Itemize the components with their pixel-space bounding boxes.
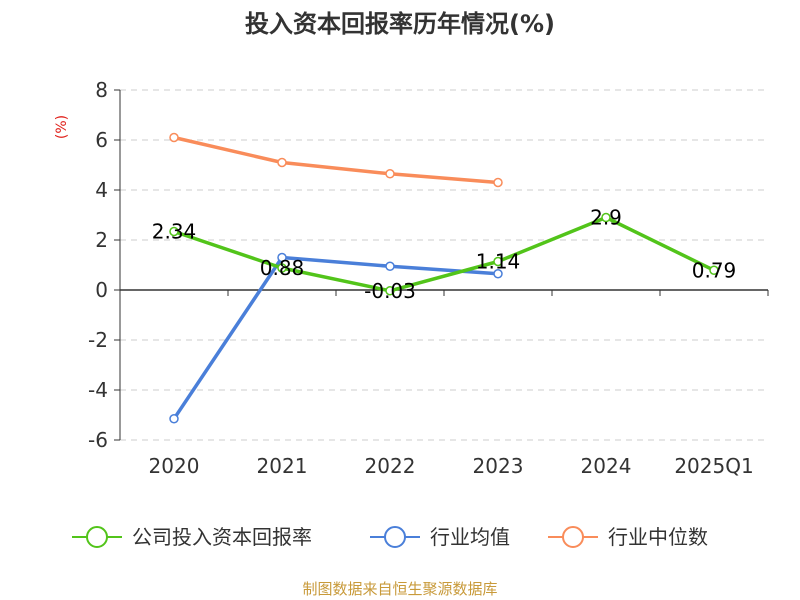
chart-title: 投入资本回报率历年情况(%)	[245, 10, 555, 38]
y-tick-label: 6	[95, 128, 108, 152]
y-tick-label: 2	[95, 228, 108, 252]
series-line-1	[172, 255, 500, 421]
y-tick-label: -6	[88, 428, 108, 452]
data-point	[493, 177, 503, 188]
data-point	[709, 265, 719, 275]
series-line-2	[172, 135, 500, 185]
legend-label: 公司投入资本回报率	[132, 525, 312, 549]
legend-marker-icon	[384, 526, 406, 548]
source-note: 制图数据来自恒生聚源数据库	[302, 580, 497, 598]
data-point	[277, 252, 287, 263]
data-point	[169, 414, 179, 424]
data-point	[493, 269, 503, 279]
data-label: -0.03	[364, 279, 416, 303]
series-line-0	[172, 215, 716, 293]
legend-label: 行业均值	[430, 525, 510, 549]
y-tick-label: 8	[95, 78, 108, 102]
legend-item: 行业均值	[370, 525, 510, 549]
data-point	[385, 169, 395, 179]
data-label: 2.34	[152, 220, 197, 244]
data-point	[601, 212, 611, 223]
legend-item: 行业中位数	[548, 525, 708, 549]
x-tick-label: 2020	[149, 454, 200, 478]
data-point	[385, 286, 395, 296]
data-labels: 2.34 0.88 -0.03 1.14 2.9 0.79	[152, 206, 737, 303]
x-tick-label: 2024	[581, 454, 632, 478]
y-tick-label: -4	[88, 378, 108, 402]
y-axis-unit-label: (%)	[54, 115, 70, 139]
data-point	[169, 226, 179, 237]
data-point	[493, 256, 503, 267]
legend-item: 公司投入资本回报率	[72, 525, 312, 549]
data-point	[277, 263, 287, 273]
legend-label: 行业中位数	[608, 525, 708, 549]
x-tick-label: 2023	[473, 454, 524, 478]
x-tick-label: 2022	[365, 454, 416, 478]
data-point	[385, 261, 395, 271]
data-point	[277, 157, 287, 168]
data-label: 1.14	[476, 250, 521, 274]
data-label: 0.79	[692, 258, 737, 282]
y-tick-label: -2	[88, 328, 108, 352]
grid-lines	[120, 89, 768, 441]
legend: 公司投入资本回报率 行业均值 行业中位数	[72, 525, 708, 549]
data-label: 2.9	[590, 206, 622, 230]
data-point	[169, 132, 179, 143]
series-lines	[169, 132, 719, 424]
x-tick-label: 2021	[257, 454, 308, 478]
y-tick-label: 4	[95, 178, 108, 202]
x-tick-label: 2025Q1	[674, 454, 753, 478]
y-tick-label: 0	[95, 278, 108, 302]
legend-marker-icon	[86, 526, 108, 548]
legend-marker-icon	[562, 526, 584, 548]
axes: 8 6 4 2 0 -2 -4 -6 2020 2021 2022 2023 2024 2025Q1	[88, 78, 769, 478]
data-label: 0.88	[260, 256, 305, 280]
